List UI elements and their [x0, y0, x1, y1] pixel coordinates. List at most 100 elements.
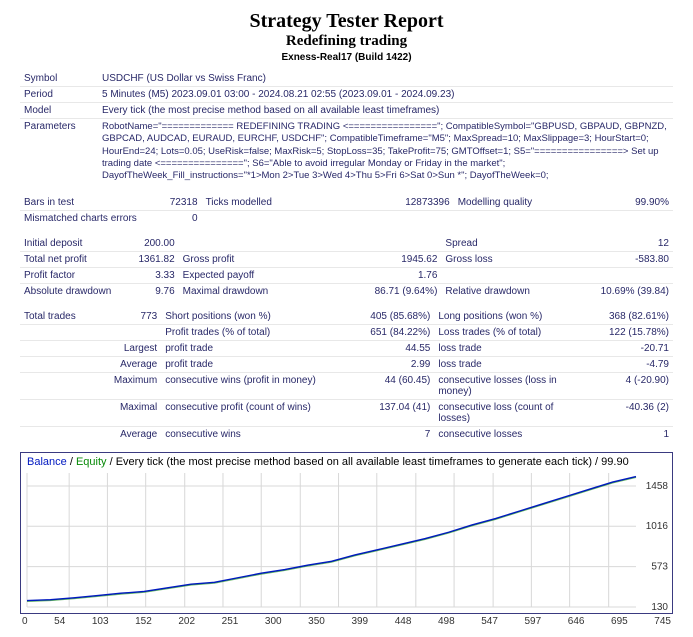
lpt-label: profit trade [161, 340, 332, 356]
equity-chart: Balance / Equity / Every tick (the most … [20, 452, 673, 614]
params-value: RobotName="============= REDEFINING TRAD… [98, 119, 673, 185]
mcwm-value: 44 (60.45) [332, 372, 435, 399]
params-label: Parameters [20, 119, 98, 185]
symbol-value: USDCHF (US Dollar vs Swiss Franc) [98, 71, 673, 87]
absdd-label: Absolute drawdown [20, 283, 115, 299]
period-label: Period [20, 87, 98, 103]
shortpos-value: 405 (85.68%) [332, 309, 435, 325]
largest-label: Largest [95, 340, 161, 356]
x-tick: 547 [481, 616, 498, 627]
page-subtitle: Redefining trading [20, 33, 673, 50]
chart-x-axis: 0541031522022513003503994484985475976466… [20, 616, 673, 627]
model-label: Model [20, 103, 98, 119]
longpos-value: 368 (82.61%) [570, 309, 673, 325]
bars-label: Bars in test [20, 195, 141, 211]
mismatch-label: Mismatched charts errors [20, 210, 141, 226]
modq-label: Modelling quality [454, 195, 580, 211]
tt-value: 773 [95, 309, 161, 325]
acl-label: consecutive losses [434, 426, 570, 442]
grossloss-value: -583.80 [571, 251, 673, 267]
maxdd-value: 86.71 (9.64%) [341, 283, 442, 299]
symbol-label: Symbol [20, 71, 98, 87]
pf-value: 3.33 [115, 267, 178, 283]
shortpos-label: Short positions (won %) [161, 309, 332, 325]
ticks-label: Ticks modelled [202, 195, 359, 211]
stats-table-2: Initial deposit 200.00 Spread 12 Total n… [20, 236, 673, 299]
lt-label: Loss trades (% of total) [434, 324, 570, 340]
maximum-label: Maximum [95, 372, 161, 399]
pf-label: Profit factor [20, 267, 115, 283]
llt-label: loss trade [434, 340, 570, 356]
svg-text:130: 130 [651, 602, 668, 613]
period-value: 5 Minutes (M5) 2023.09.01 03:00 - 2024.0… [98, 87, 673, 103]
svg-text:1016: 1016 [646, 521, 669, 532]
alt-label: loss trade [434, 356, 570, 372]
netprofit-label: Total net profit [20, 251, 115, 267]
llt-value: -20.71 [570, 340, 673, 356]
ep-value: 1.76 [341, 267, 442, 283]
bars-value: 72318 [141, 195, 202, 211]
page-title: Strategy Tester Report [20, 10, 673, 33]
svg-text:573: 573 [651, 561, 668, 572]
x-tick: 745 [654, 616, 671, 627]
mcp-label: consecutive profit (count of wins) [161, 399, 332, 426]
x-tick: 695 [611, 616, 628, 627]
legend-rest: / Every tick (the most precise method ba… [110, 456, 629, 468]
acl-value: 1 [570, 426, 673, 442]
model-value: Every tick (the most precise method base… [98, 103, 673, 119]
meta-table: Symbol USDCHF (US Dollar vs Swiss Franc)… [20, 71, 673, 185]
reldd-value: 10.69% (39.84) [571, 283, 673, 299]
svg-text:1458: 1458 [646, 481, 669, 492]
initdep-value: 200.00 [115, 236, 178, 252]
acw-label: consecutive wins [161, 426, 332, 442]
build-label: Exness-Real17 (Build 1422) [20, 52, 673, 63]
mclm-value: 4 (-20.90) [570, 372, 673, 399]
legend-balance: Balance [27, 456, 67, 468]
grossprofit-value: 1945.62 [341, 251, 442, 267]
initdep-label: Initial deposit [20, 236, 115, 252]
average2-label: Average [95, 426, 161, 442]
report-header: Strategy Tester Report Redefining tradin… [20, 10, 673, 63]
average-label: Average [95, 356, 161, 372]
x-tick: 0 [22, 616, 28, 627]
alt-value: -4.79 [570, 356, 673, 372]
x-tick: 54 [54, 616, 65, 627]
x-tick: 103 [92, 616, 109, 627]
x-tick: 251 [222, 616, 239, 627]
x-tick: 300 [265, 616, 282, 627]
pt-label: Profit trades (% of total) [161, 324, 332, 340]
lt-value: 122 (15.78%) [570, 324, 673, 340]
ep-label: Expected payoff [179, 267, 341, 283]
ticks-value: 12873396 [358, 195, 454, 211]
spread-label: Spread [441, 236, 571, 252]
grossprofit-label: Gross profit [179, 251, 341, 267]
mcl-value: -40.36 (2) [570, 399, 673, 426]
mclm-label: consecutive losses (loss in money) [434, 372, 570, 399]
netprofit-value: 1361.82 [115, 251, 178, 267]
maximal-label: Maximal [95, 399, 161, 426]
tt-label: Total trades [20, 309, 95, 325]
maxdd-label: Maximal drawdown [179, 283, 341, 299]
apt-label: profit trade [161, 356, 332, 372]
stats-table: Bars in test 72318 Ticks modelled 128733… [20, 195, 673, 226]
x-tick: 350 [308, 616, 325, 627]
x-tick: 202 [178, 616, 195, 627]
apt-value: 2.99 [332, 356, 435, 372]
x-tick: 152 [135, 616, 152, 627]
absdd-value: 9.76 [115, 283, 178, 299]
reldd-label: Relative drawdown [441, 283, 571, 299]
legend-equity: Equity [76, 456, 107, 468]
mcl-label: consecutive loss (count of losses) [434, 399, 570, 426]
acw-value: 7 [332, 426, 435, 442]
chart-legend: Balance / Equity / Every tick (the most … [27, 456, 629, 468]
grossloss-label: Gross loss [441, 251, 571, 267]
modq-value: 99.90% [580, 195, 673, 211]
stats-table-3: Total trades 773 Short positions (won %)… [20, 309, 673, 442]
pt-value: 651 (84.22%) [332, 324, 435, 340]
x-tick: 646 [568, 616, 585, 627]
x-tick: 597 [525, 616, 542, 627]
mismatch-value: 0 [141, 210, 202, 226]
x-tick: 448 [395, 616, 412, 627]
x-tick: 399 [351, 616, 368, 627]
spread-value: 12 [571, 236, 673, 252]
